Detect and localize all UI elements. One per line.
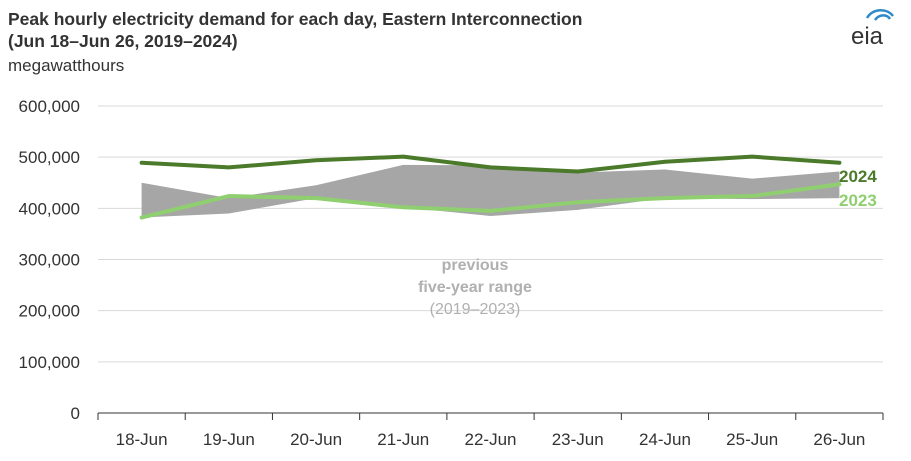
y-tick-label: 400,000 [19,199,80,218]
series-line-2023 [139,182,842,220]
chart-title-line2: (Jun 18–Jun 26, 2019–2024) [8,31,238,51]
y-tick-label: 200,000 [19,302,80,321]
series-labels: 2024 2023 [839,167,877,210]
x-tick-label: 25-Jun [726,430,778,449]
x-tick-label: 20-Jun [290,430,342,449]
chart-title: Peak hourly electricity demand for each … [8,8,582,52]
range-band [141,164,840,218]
grid-lines [98,105,883,363]
y-tick-label: 0 [71,404,80,423]
x-tick-label: 24-Jun [639,430,691,449]
unit-label: megawatthours [8,56,125,75]
y-tick-label: 500,000 [19,148,80,167]
y-tick-label: 100,000 [19,353,80,372]
series-line-2024 [139,154,842,174]
y-tick-label: 600,000 [19,97,80,116]
x-tick-label: 19-Jun [203,430,255,449]
y-axis: 0 100,000 200,000 300,000 400,000 500,000 600,… [19,97,80,423]
series-lines [139,154,842,220]
x-tick-label: 22-Jun [465,430,517,449]
y-tick-label: 300,000 [19,251,80,270]
range-label-line1: previous [442,257,509,274]
x-tick-label: 23-Jun [552,430,604,449]
range-label-line2: five-year range [418,279,532,296]
chart-title-line1: Peak hourly electricity demand for each … [8,9,583,29]
range-label-line3: (2019–2023) [430,301,521,318]
eia-logo-icon: eia [851,9,894,48]
x-tick-label: 18-Jun [116,430,168,449]
series-label-2023: 2023 [839,191,877,210]
series-label-2024: 2024 [839,167,877,186]
x-axis: 18-Jun 19-Jun 20-Jun 21-Jun 22-Jun 23-Jun 24-J… [97,412,884,449]
range-label: previous five-year range (2019–2023) [418,257,532,318]
logo-text: eia [851,23,884,48]
five-year-range-band [141,164,840,218]
x-tick-label: 21-Jun [377,430,429,449]
x-tick-label: 26-Jun [813,430,865,449]
